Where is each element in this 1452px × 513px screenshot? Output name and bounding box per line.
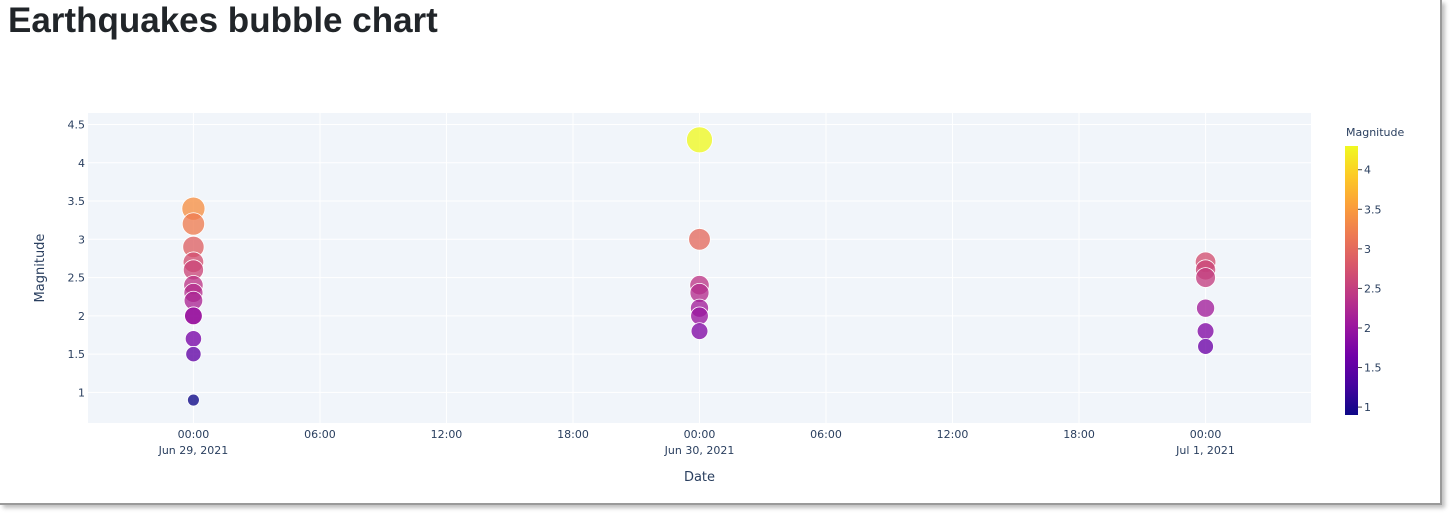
x-tick-label: 00:00 [178,428,210,441]
page-title: Earthquakes bubble chart [8,1,438,40]
y-tick-label: 2 [78,310,85,323]
colorbar-gradient [1345,146,1358,415]
x-tick-label: 00:00 [684,428,716,441]
colorbar: Magnitude 1 1.5 2 2.5 3 3.5 4 [1345,126,1405,415]
y-tick-label: 4 [78,157,85,170]
colorbar-tick-label: 3.5 [1364,203,1382,216]
data-point[interactable] [688,228,711,251]
data-point[interactable] [1195,267,1216,288]
y-tick-label: 3.5 [68,195,86,208]
colorbar-ticks: 1 1.5 2 2.5 3 3.5 4 [1358,164,1382,414]
x-tick-label: 12:00 [431,428,463,441]
y-tick-label: 4.5 [68,118,86,131]
data-point[interactable] [187,393,200,407]
data-point[interactable] [185,346,202,363]
x-tick-date-label: Jun 30, 2021 [664,444,735,457]
colorbar-tick-label: 2.5 [1364,282,1382,295]
data-point[interactable] [690,306,709,326]
x-axis-title: Date [684,470,715,485]
x-tick-date-label: Jun 29, 2021 [158,444,229,457]
colorbar-tick-label: 1.5 [1364,362,1382,375]
data-point[interactable] [686,126,713,154]
data-point[interactable] [184,306,203,326]
data-point[interactable] [181,212,206,236]
y-tick-label: 1 [78,386,85,399]
data-point[interactable] [1196,298,1216,318]
y-axis-ticks: 1 1.5 2 2.5 3 3.5 4 4.5 [68,118,86,399]
x-tick-label: 00:00 [1190,428,1222,441]
y-tick-label: 3 [78,233,85,246]
y-tick-label: 2.5 [68,272,86,285]
y-axis-title: Magnitude [33,234,48,303]
data-point[interactable] [184,330,203,348]
x-tick-label: 06:00 [810,428,842,441]
data-point[interactable] [1196,322,1215,340]
grid-lines [88,113,1311,423]
data-point[interactable] [1197,338,1214,355]
x-tick-label: 18:00 [1063,428,1095,441]
y-tick-label: 1.5 [68,348,86,361]
x-tick-label: 12:00 [937,428,969,441]
colorbar-tick-label: 1 [1364,401,1371,414]
x-tick-label: 06:00 [304,428,336,441]
colorbar-title: Magnitude [1346,126,1405,139]
colorbar-tick-label: 3 [1364,243,1371,256]
colorbar-tick-label: 2 [1364,322,1371,335]
x-tick-label: 18:00 [557,428,589,441]
x-tick-date-label: Jul 1, 2021 [1175,444,1235,457]
colorbar-tick-label: 4 [1364,164,1371,177]
x-axis-ticks: 00:00 Jun 29, 2021 06:00 12:00 18:00 00:00 Jun… [158,428,1235,457]
data-points[interactable] [181,126,1217,407]
data-point[interactable] [690,322,709,340]
